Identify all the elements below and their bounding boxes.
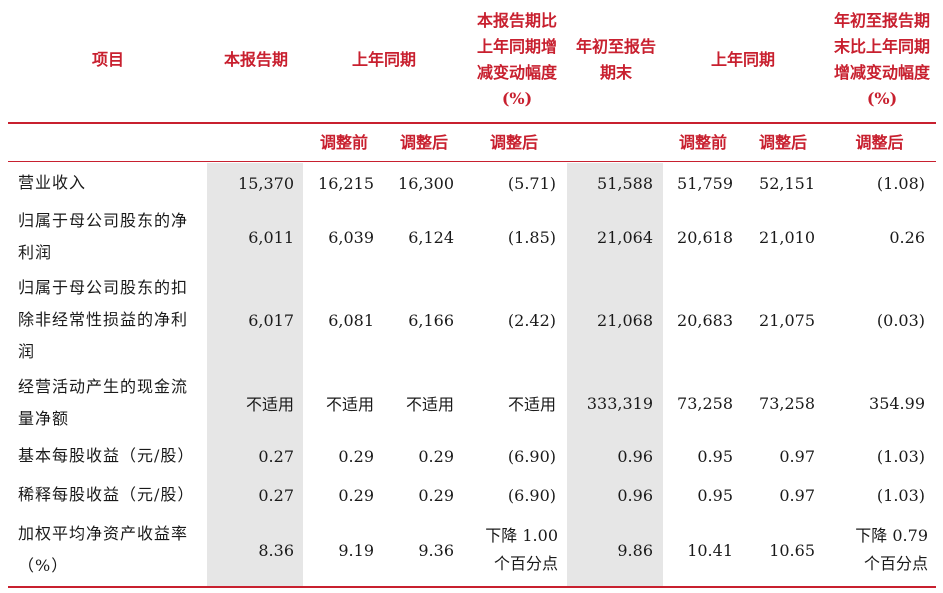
row-adjusted-net-profit-prior-after: 6,166: [408, 310, 454, 330]
row-basic-eps-label: 基本每股收益（元/股）: [18, 446, 195, 465]
bottom-rule: [8, 586, 936, 588]
row-revenue-change: (5.71): [507, 173, 556, 193]
row-basic-eps-ytd: 0.96: [617, 446, 653, 466]
row-adjusted-net-profit-ytd-prior-after: 21,075: [759, 310, 815, 330]
row-roe-ytd-prior-after: 10.65: [769, 540, 815, 560]
row-adjusted-net-profit-ytd-change: (0.03): [876, 310, 925, 330]
row-roe-prior-after: 9.36: [418, 540, 454, 560]
header-item: 项目: [91, 50, 124, 69]
row-revenue-prior-after: 16,300: [398, 173, 454, 193]
row-operating-cash-flow-label: 经营活动产生的现金流量净额: [18, 377, 189, 428]
header-ytd-prior-period: 上年同期: [710, 50, 775, 69]
subheader-ytd-prior-before: 调整前: [678, 132, 727, 152]
row-net-profit-change: (1.85): [507, 227, 556, 247]
row-adjusted-net-profit-ytd-prior-before: 20,683: [677, 310, 733, 330]
header-rule: [8, 122, 936, 124]
row-diluted-eps-prior-after: 0.29: [418, 485, 454, 505]
row-roe-ytd-prior-before: 10.41: [687, 540, 733, 560]
row-roe-change: 下降 1.00 个百分点: [485, 526, 558, 573]
row-net-profit-prior-after: 6,124: [408, 227, 454, 247]
row-revenue-ytd-change: (1.08): [876, 173, 925, 193]
subheader-change-after: 调整后: [489, 132, 538, 152]
row-revenue-ytd-prior-after: 52,151: [759, 173, 815, 193]
row-adjusted-net-profit-change: (2.42): [507, 310, 556, 330]
row-basic-eps-change: (6.90): [507, 446, 556, 466]
row-basic-eps-ytd-change: (1.03): [876, 446, 925, 466]
row-roe-prior-before: 9.19: [338, 540, 374, 560]
subheader-ytd-change-after: 调整后: [855, 132, 904, 152]
row-diluted-eps-prior-before: 0.29: [338, 485, 374, 505]
row-roe-ytd-change: 下降 0.79 个百分点: [855, 526, 928, 573]
row-net-profit-ytd-change: 0.26: [889, 227, 925, 247]
row-roe-label: 加权平均净资产收益率（%）: [18, 524, 189, 575]
row-adjusted-net-profit-current: 6,017: [248, 310, 294, 330]
row-revenue-label: 营业收入: [18, 173, 87, 192]
row-net-profit-label: 归属于母公司股东的净利润: [18, 211, 189, 262]
row-revenue-prior-before: 16,215: [318, 173, 374, 193]
header-prior-period: 上年同期: [351, 50, 416, 69]
row-diluted-eps-ytd-prior-after: 0.97: [779, 485, 815, 505]
current-period-column-shade: [207, 163, 303, 586]
row-basic-eps-ytd-prior-after: 0.97: [779, 446, 815, 466]
row-basic-eps-current: 0.27: [258, 446, 294, 466]
row-operating-cash-flow-ytd-prior-before: 73,258: [677, 393, 733, 413]
row-operating-cash-flow-prior-after: 不适用: [405, 395, 454, 414]
row-adjusted-net-profit-label: 归属于母公司股东的扣除非经常性损益的净利润: [18, 278, 189, 361]
row-operating-cash-flow-change: 不适用: [507, 395, 556, 414]
row-diluted-eps-change: (6.90): [507, 485, 556, 505]
row-operating-cash-flow-ytd: 333,319: [586, 393, 653, 413]
row-diluted-eps-ytd-change: (1.03): [876, 485, 925, 505]
row-roe-ytd: 9.86: [617, 540, 653, 560]
row-operating-cash-flow-prior-before: 不适用: [325, 395, 374, 414]
row-basic-eps-ytd-prior-before: 0.95: [697, 446, 733, 466]
subheader-prior-after: 调整后: [399, 132, 448, 152]
row-basic-eps-prior-after: 0.29: [418, 446, 454, 466]
row-adjusted-net-profit-ytd: 21,068: [597, 310, 653, 330]
row-revenue-current: 15,370: [238, 173, 294, 193]
row-diluted-eps-ytd-prior-before: 0.95: [697, 485, 733, 505]
header-ytd: 年初至报告期末: [575, 37, 656, 82]
row-net-profit-ytd-prior-after: 21,010: [759, 227, 815, 247]
subheader-rule: [8, 161, 936, 162]
row-diluted-eps-current: 0.27: [258, 485, 294, 505]
header-current-change: 本报告期比上年同期增减变动幅度(%): [476, 11, 557, 108]
subheader-prior-before: 调整前: [319, 132, 368, 152]
row-operating-cash-flow-current: 不适用: [245, 395, 294, 414]
subheader-ytd-prior-after: 调整后: [758, 132, 807, 152]
row-operating-cash-flow-ytd-prior-after: 73,258: [759, 393, 815, 413]
ytd-column-shade: [567, 163, 663, 586]
row-net-profit-ytd: 21,064: [597, 227, 653, 247]
row-diluted-eps-ytd: 0.96: [617, 485, 653, 505]
row-net-profit-prior-before: 6,039: [328, 227, 374, 247]
row-net-profit-ytd-prior-before: 20,618: [677, 227, 733, 247]
row-roe-current: 8.36: [258, 540, 294, 560]
row-diluted-eps-label: 稀释每股收益（元/股）: [18, 485, 195, 504]
row-basic-eps-prior-before: 0.29: [338, 446, 374, 466]
row-revenue-ytd-prior-before: 51,759: [677, 173, 733, 193]
row-revenue-ytd: 51,588: [597, 173, 653, 193]
row-operating-cash-flow-ytd-change: 354.99: [869, 393, 925, 413]
header-ytd-change: 年初至报告期末比上年同期增减变动幅度(%): [833, 11, 930, 108]
header-current-period: 本报告期: [223, 50, 288, 69]
row-adjusted-net-profit-prior-before: 6,081: [328, 310, 374, 330]
row-net-profit-current: 6,011: [248, 227, 294, 247]
